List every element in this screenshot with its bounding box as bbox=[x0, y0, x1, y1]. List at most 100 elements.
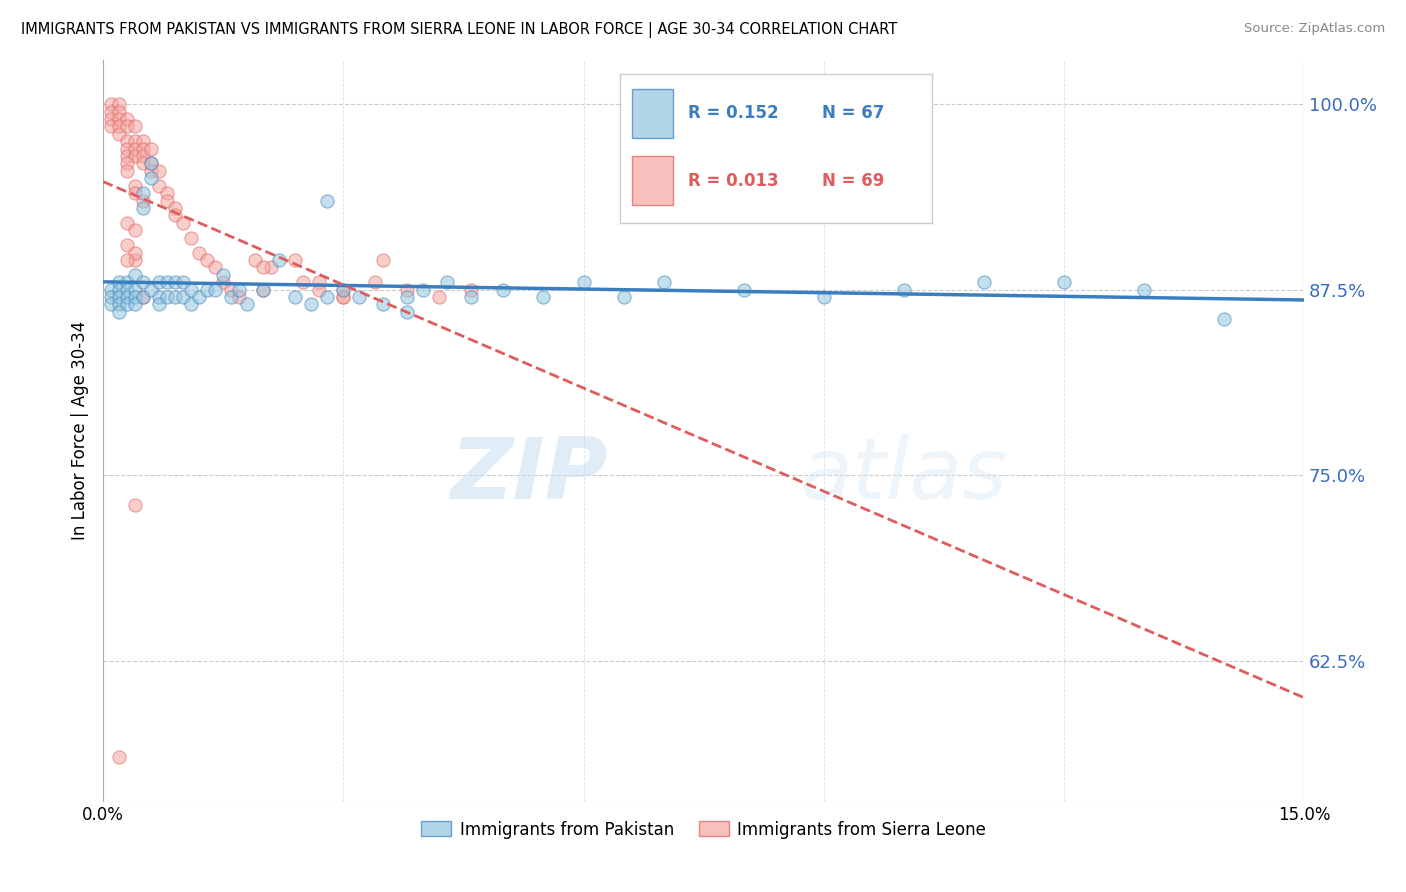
Point bbox=[115, 142, 138, 156]
Point bbox=[429, 290, 451, 304]
Point bbox=[316, 290, 339, 304]
Point bbox=[195, 283, 218, 297]
Point bbox=[132, 201, 155, 215]
Point bbox=[115, 134, 138, 148]
Text: IMMIGRANTS FROM PAKISTAN VS IMMIGRANTS FROM SIERRA LEONE IN LABOR FORCE | AGE 30: IMMIGRANTS FROM PAKISTAN VS IMMIGRANTS F… bbox=[21, 22, 897, 38]
Text: Source: ZipAtlas.com: Source: ZipAtlas.com bbox=[1244, 22, 1385, 36]
Point bbox=[100, 112, 122, 126]
Point bbox=[180, 230, 202, 244]
Point bbox=[141, 283, 163, 297]
Point bbox=[733, 283, 755, 297]
Point bbox=[1213, 312, 1236, 326]
Point bbox=[165, 208, 187, 222]
Point bbox=[115, 216, 138, 230]
Point bbox=[115, 252, 138, 267]
Point bbox=[115, 156, 138, 170]
Point bbox=[396, 305, 419, 319]
Point bbox=[115, 275, 138, 289]
Point bbox=[180, 283, 202, 297]
Point bbox=[100, 290, 122, 304]
Point bbox=[364, 275, 387, 289]
Point bbox=[124, 283, 146, 297]
Point bbox=[124, 178, 146, 193]
Point bbox=[165, 290, 187, 304]
Point bbox=[108, 283, 131, 297]
Point bbox=[124, 142, 146, 156]
Point bbox=[188, 245, 211, 260]
Point bbox=[219, 283, 242, 297]
Legend: Immigrants from Pakistan, Immigrants from Sierra Leone: Immigrants from Pakistan, Immigrants fro… bbox=[415, 814, 993, 846]
Point bbox=[100, 283, 122, 297]
Point bbox=[148, 275, 170, 289]
Point bbox=[132, 275, 155, 289]
Point bbox=[108, 305, 131, 319]
Point bbox=[108, 104, 131, 119]
Point bbox=[180, 297, 202, 311]
Point bbox=[893, 283, 915, 297]
Point bbox=[612, 290, 634, 304]
Point bbox=[245, 252, 267, 267]
Point bbox=[100, 120, 122, 134]
Point bbox=[115, 297, 138, 311]
Point bbox=[124, 290, 146, 304]
Point bbox=[292, 275, 315, 289]
Point bbox=[108, 750, 131, 764]
Point bbox=[115, 238, 138, 252]
Point bbox=[148, 290, 170, 304]
Point bbox=[492, 283, 515, 297]
Point bbox=[228, 290, 250, 304]
Point bbox=[172, 290, 194, 304]
Point bbox=[308, 275, 330, 289]
Point bbox=[252, 283, 274, 297]
Point bbox=[172, 275, 194, 289]
Point bbox=[132, 290, 155, 304]
Point bbox=[141, 156, 163, 170]
Point bbox=[212, 268, 235, 282]
Point bbox=[141, 142, 163, 156]
Point bbox=[436, 275, 458, 289]
Point bbox=[124, 245, 146, 260]
Point bbox=[108, 127, 131, 141]
Point bbox=[396, 290, 419, 304]
Text: atlas: atlas bbox=[800, 434, 1008, 516]
Point bbox=[124, 186, 146, 201]
Point bbox=[124, 134, 146, 148]
Point bbox=[1133, 283, 1156, 297]
Point bbox=[165, 275, 187, 289]
Point bbox=[148, 164, 170, 178]
Point bbox=[373, 297, 395, 311]
Point bbox=[373, 252, 395, 267]
Point bbox=[132, 142, 155, 156]
Point bbox=[219, 290, 242, 304]
Point bbox=[973, 275, 995, 289]
Point bbox=[115, 149, 138, 163]
Point bbox=[284, 252, 307, 267]
Point bbox=[572, 275, 595, 289]
Point bbox=[269, 252, 291, 267]
Point bbox=[141, 171, 163, 186]
Point bbox=[124, 498, 146, 512]
Point bbox=[204, 283, 226, 297]
Point bbox=[156, 194, 179, 208]
Point bbox=[172, 216, 194, 230]
Point bbox=[412, 283, 434, 297]
Point bbox=[204, 260, 226, 275]
Point bbox=[332, 283, 354, 297]
Point bbox=[132, 186, 155, 201]
Point bbox=[349, 290, 371, 304]
Point bbox=[132, 156, 155, 170]
Point bbox=[813, 290, 835, 304]
Point bbox=[332, 283, 354, 297]
Point bbox=[308, 283, 330, 297]
Point bbox=[188, 290, 211, 304]
Point bbox=[100, 297, 122, 311]
Point bbox=[141, 156, 163, 170]
Point bbox=[1053, 275, 1076, 289]
Point bbox=[299, 297, 322, 311]
Point bbox=[252, 283, 274, 297]
Point bbox=[260, 260, 283, 275]
Point bbox=[115, 120, 138, 134]
Point bbox=[156, 186, 179, 201]
Point bbox=[236, 297, 259, 311]
Point bbox=[100, 104, 122, 119]
